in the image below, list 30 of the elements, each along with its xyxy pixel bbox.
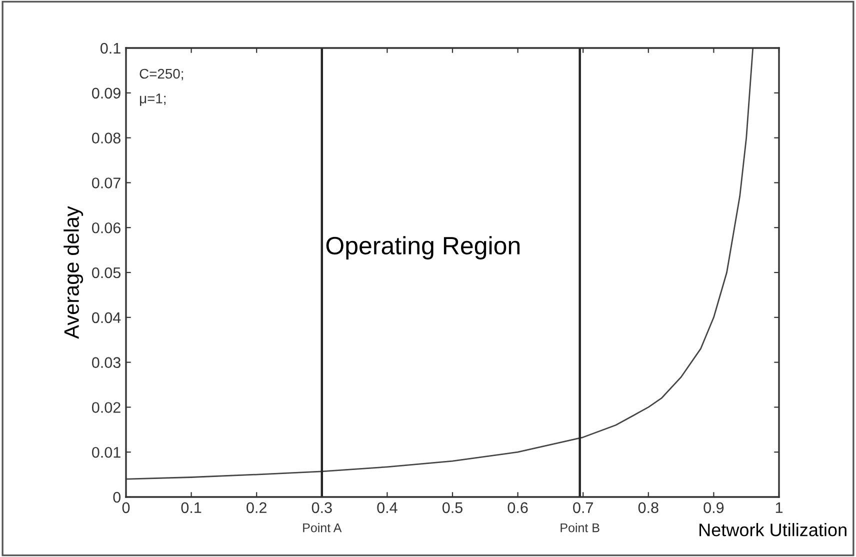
x-tick-label: 0.2 [246, 502, 266, 514]
y-tick-label: 0.08 [92, 132, 120, 144]
x-tick-label: 0.5 [442, 502, 462, 514]
x-tick-label: 0 [122, 502, 130, 514]
y-tick-label: 0.01 [92, 446, 120, 458]
x-tick-label: 1 [776, 502, 783, 513]
ref-line-label: Point A [303, 523, 342, 532]
x-tick-label: 0.8 [638, 502, 658, 514]
y-tick-label: 0 [113, 492, 121, 503]
y-tick-label: 0.04 [92, 312, 121, 324]
annotation: C=250; [140, 68, 183, 80]
y-tick-label: 0.06 [92, 222, 120, 234]
x-tick-label: 0.1 [181, 502, 202, 514]
x-tick-label: 0.9 [704, 502, 724, 514]
y-tick-label: 0.02 [92, 402, 120, 413]
y-tick-label: 0.07 [92, 178, 120, 188]
x-tick-label: 0.6 [508, 502, 528, 514]
x-tick-label: 0.3 [312, 502, 332, 514]
y-tick-label: 0.1 [100, 42, 120, 54]
y-tick-label: 0.05 [92, 267, 120, 278]
annotation: Operating Region [326, 236, 520, 260]
ref-line-label: Point B [560, 523, 600, 532]
annotation: μ=1; [140, 94, 166, 106]
line-series [126, 48, 754, 480]
y-tick-label: 0.03 [92, 357, 120, 368]
y-tick-label: 0.09 [92, 88, 120, 99]
x-axis-title: Network Utilization [700, 523, 846, 536]
x-tick-label: 0.4 [377, 502, 398, 514]
x-tick-label: 0.7 [573, 502, 593, 514]
y-axis-title: Average delay [64, 206, 84, 339]
